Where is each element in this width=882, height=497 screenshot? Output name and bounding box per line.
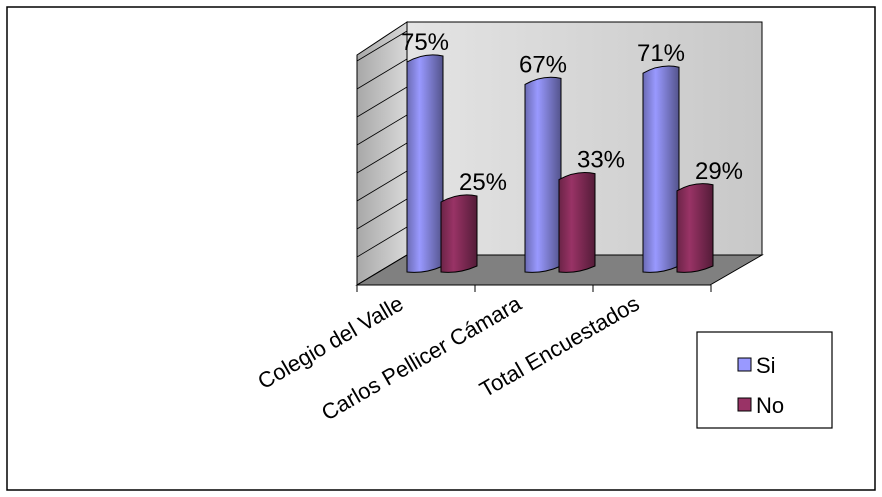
bar xyxy=(440,194,478,273)
legend-swatch xyxy=(737,357,752,372)
value-label: 71% xyxy=(637,40,685,67)
side-wall xyxy=(356,21,408,286)
bar xyxy=(558,171,596,273)
grid-line xyxy=(356,86,408,118)
value-label: 67% xyxy=(519,51,567,78)
legend-swatch xyxy=(737,397,752,412)
grid-line xyxy=(356,198,408,230)
bar xyxy=(642,65,680,273)
legend-label: No xyxy=(756,393,784,418)
bar xyxy=(524,76,562,273)
grid-line xyxy=(356,254,408,286)
value-label: 25% xyxy=(459,169,507,196)
grid-line xyxy=(356,58,408,90)
grid-line xyxy=(356,170,408,202)
grid-line xyxy=(356,226,408,258)
grid-line xyxy=(356,30,408,62)
legend xyxy=(696,331,833,429)
bars xyxy=(406,54,714,273)
bar xyxy=(676,183,714,273)
value-label: 29% xyxy=(695,158,743,185)
grid xyxy=(356,30,712,292)
value-label: 33% xyxy=(577,147,625,174)
bar xyxy=(406,54,444,273)
value-label: 75% xyxy=(401,29,449,56)
legend-entries: Si No xyxy=(737,353,784,418)
grid-line xyxy=(356,142,408,174)
legend-label: Si xyxy=(756,353,776,378)
grid-line xyxy=(356,114,408,146)
